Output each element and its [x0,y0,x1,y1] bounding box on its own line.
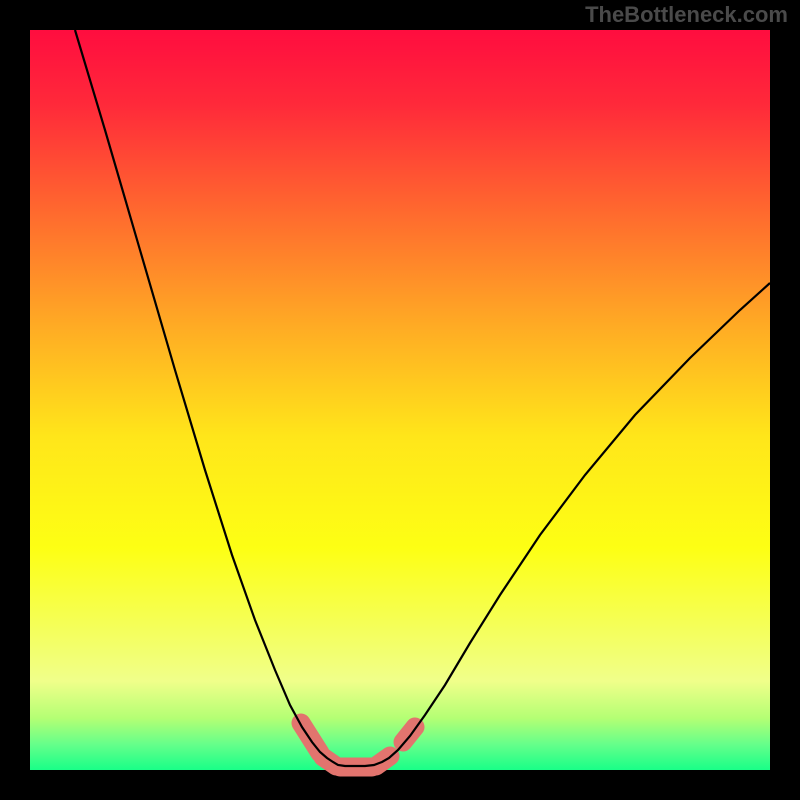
bottleneck-chart [0,0,800,800]
chart-background [30,30,770,770]
watermark-text: TheBottleneck.com [585,2,788,28]
valley-mark-segment [403,727,415,742]
